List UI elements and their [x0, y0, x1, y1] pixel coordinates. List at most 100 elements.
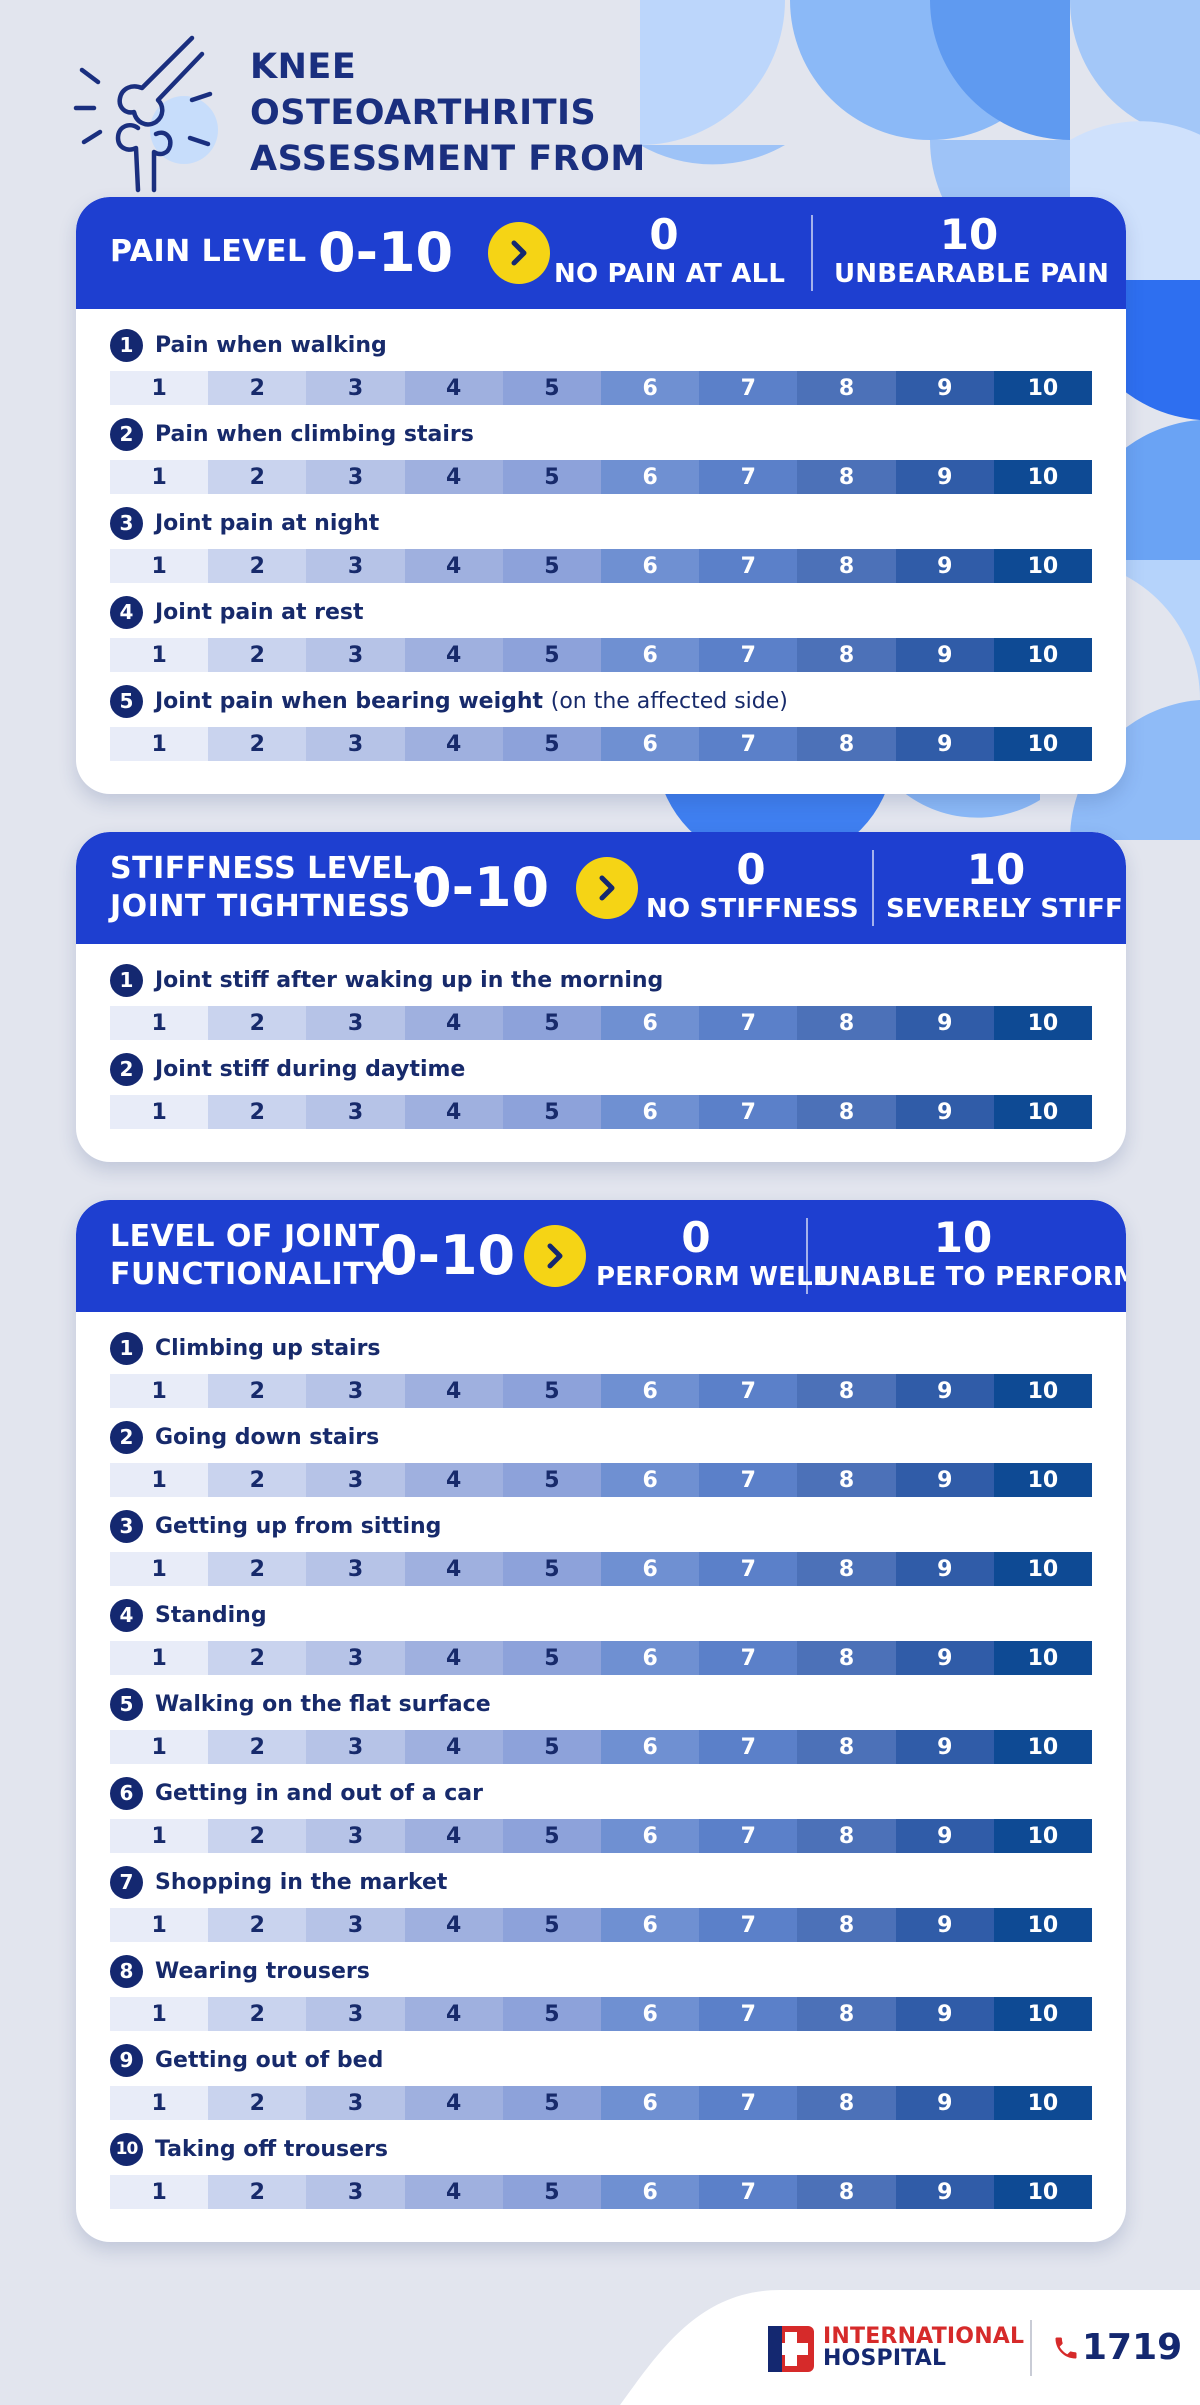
rating-option[interactable]: 1: [110, 1730, 209, 1764]
rating-option[interactable]: 8: [797, 1374, 896, 1408]
rating-option[interactable]: 2: [208, 1819, 307, 1853]
rating-option[interactable]: 2: [208, 1908, 307, 1942]
rating-option[interactable]: 5: [502, 1819, 602, 1853]
rating-option[interactable]: 8: [797, 1997, 896, 2031]
rating-option[interactable]: 5: [502, 1374, 602, 1408]
rating-option[interactable]: 7: [699, 1374, 798, 1408]
rating-option[interactable]: 1: [110, 2086, 209, 2120]
rating-option[interactable]: 3: [306, 1374, 405, 1408]
rating-option[interactable]: 9: [895, 1641, 994, 1675]
rating-option[interactable]: 2: [208, 1730, 307, 1764]
rating-option[interactable]: 3: [306, 549, 405, 583]
rating-option[interactable]: 7: [699, 638, 798, 672]
rating-option[interactable]: 8: [797, 1552, 896, 1586]
rating-option[interactable]: 10: [993, 1730, 1093, 1764]
rating-option[interactable]: 4: [404, 638, 503, 672]
rating-option[interactable]: 2: [208, 1006, 307, 1040]
rating-option[interactable]: 1: [110, 727, 209, 761]
rating-option[interactable]: 6: [601, 1374, 700, 1408]
rating-option[interactable]: 4: [404, 1374, 503, 1408]
rating-option[interactable]: 7: [699, 1463, 798, 1497]
rating-option[interactable]: 3: [306, 638, 405, 672]
rating-option[interactable]: 5: [502, 2175, 602, 2209]
rating-option[interactable]: 6: [601, 1997, 700, 2031]
rating-option[interactable]: 4: [404, 1006, 503, 1040]
rating-option[interactable]: 5: [502, 1997, 602, 2031]
rating-option[interactable]: 9: [895, 371, 994, 405]
rating-option[interactable]: 6: [601, 1552, 700, 1586]
rating-option[interactable]: 7: [699, 549, 798, 583]
rating-option[interactable]: 10: [993, 2175, 1093, 2209]
rating-option[interactable]: 9: [895, 1730, 994, 1764]
rating-option[interactable]: 10: [993, 460, 1093, 494]
rating-option[interactable]: 1: [110, 2175, 209, 2209]
rating-option[interactable]: 7: [699, 1908, 798, 1942]
rating-option[interactable]: 5: [502, 1552, 602, 1586]
hotline-number[interactable]: 1719: [1082, 2327, 1183, 2368]
rating-option[interactable]: 3: [306, 1997, 405, 2031]
rating-option[interactable]: 9: [895, 1908, 994, 1942]
rating-option[interactable]: 10: [993, 727, 1093, 761]
rating-option[interactable]: 8: [797, 638, 896, 672]
rating-option[interactable]: 7: [699, 1552, 798, 1586]
rating-option[interactable]: 5: [502, 371, 602, 405]
rating-option[interactable]: 3: [306, 1552, 405, 1586]
rating-option[interactable]: 6: [601, 549, 700, 583]
rating-option[interactable]: 8: [797, 2175, 896, 2209]
rating-option[interactable]: 1: [110, 638, 209, 672]
rating-option[interactable]: 9: [895, 2086, 994, 2120]
rating-option[interactable]: 1: [110, 1641, 209, 1675]
rating-option[interactable]: 1: [110, 1997, 209, 2031]
rating-option[interactable]: 10: [993, 2086, 1093, 2120]
rating-option[interactable]: 7: [699, 727, 798, 761]
rating-option[interactable]: 3: [306, 1908, 405, 1942]
rating-option[interactable]: 5: [502, 1908, 602, 1942]
rating-option[interactable]: 3: [306, 1730, 405, 1764]
rating-option[interactable]: 6: [601, 1908, 700, 1942]
rating-option[interactable]: 1: [110, 1463, 209, 1497]
rating-option[interactable]: 8: [797, 2086, 896, 2120]
rating-option[interactable]: 6: [601, 460, 700, 494]
rating-option[interactable]: 7: [699, 2175, 798, 2209]
rating-option[interactable]: 4: [404, 460, 503, 494]
rating-option[interactable]: 7: [699, 1819, 798, 1853]
rating-option[interactable]: 6: [601, 1819, 700, 1853]
rating-option[interactable]: 10: [993, 1997, 1093, 2031]
rating-option[interactable]: 4: [404, 1641, 503, 1675]
rating-option[interactable]: 10: [993, 549, 1093, 583]
rating-option[interactable]: 5: [502, 1006, 602, 1040]
rating-option[interactable]: 2: [208, 2175, 307, 2209]
rating-option[interactable]: 2: [208, 1997, 307, 2031]
rating-option[interactable]: 2: [208, 638, 307, 672]
rating-option[interactable]: 3: [306, 371, 405, 405]
rating-option[interactable]: 5: [502, 1641, 602, 1675]
rating-option[interactable]: 10: [993, 638, 1093, 672]
rating-option[interactable]: 7: [699, 1095, 798, 1129]
rating-option[interactable]: 2: [208, 1641, 307, 1675]
rating-option[interactable]: 9: [895, 549, 994, 583]
rating-option[interactable]: 10: [993, 1908, 1093, 1942]
rating-option[interactable]: 4: [404, 2086, 503, 2120]
rating-option[interactable]: 5: [502, 549, 602, 583]
rating-option[interactable]: 10: [993, 1641, 1093, 1675]
rating-option[interactable]: 5: [502, 727, 602, 761]
rating-option[interactable]: 1: [110, 1374, 209, 1408]
rating-option[interactable]: 6: [601, 1095, 700, 1129]
rating-option[interactable]: 2: [208, 1463, 307, 1497]
rating-option[interactable]: 3: [306, 460, 405, 494]
rating-option[interactable]: 6: [601, 1730, 700, 1764]
rating-option[interactable]: 1: [110, 460, 209, 494]
rating-option[interactable]: 2: [208, 549, 307, 583]
rating-option[interactable]: 4: [404, 727, 503, 761]
rating-option[interactable]: 4: [404, 1819, 503, 1853]
rating-option[interactable]: 7: [699, 1730, 798, 1764]
rating-option[interactable]: 3: [306, 1641, 405, 1675]
rating-option[interactable]: 10: [993, 1463, 1093, 1497]
rating-option[interactable]: 1: [110, 549, 209, 583]
rating-option[interactable]: 7: [699, 1006, 798, 1040]
rating-option[interactable]: 8: [797, 549, 896, 583]
rating-option[interactable]: 4: [404, 1730, 503, 1764]
rating-option[interactable]: 9: [895, 638, 994, 672]
rating-option[interactable]: 5: [502, 460, 602, 494]
rating-option[interactable]: 3: [306, 727, 405, 761]
